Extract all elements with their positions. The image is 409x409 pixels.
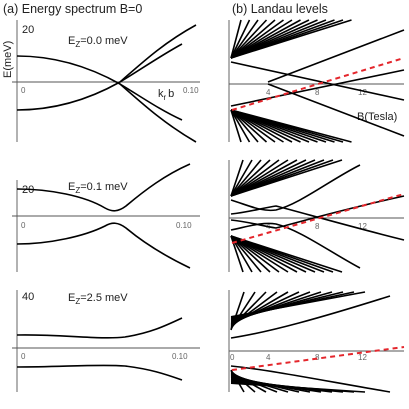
landau-level-up-3 (230, 19, 268, 59)
k-tick-0-panel-2: 0 (21, 221, 26, 230)
k-tick-0-panel-1: 0 (21, 86, 26, 95)
landau-level-up-3 (230, 159, 271, 197)
landau-level-up-1 (230, 159, 253, 197)
ez-label-3: EZ=2.5 meV (68, 292, 128, 306)
upper-band-1 (16, 55, 183, 121)
landau-level-down-1 (230, 109, 251, 143)
ez-label-1: EZ=0.0 meV (68, 35, 128, 49)
upper-edge-level (230, 295, 391, 339)
dashed-level-1 (231, 57, 405, 111)
landau-level-up-1 (230, 19, 251, 59)
b-tick-4-panel-3: 4 (266, 353, 271, 362)
k-tick-max-panel-3: 0.10 (172, 352, 188, 361)
b-tick-0-panel-3: 0 (230, 353, 235, 362)
lower-band-2 (16, 222, 191, 269)
lower-band-1 (16, 43, 183, 111)
landau-panel-2: 4 8 12 (228, 159, 405, 273)
landau-level-down-4 (230, 235, 280, 273)
landau-level-down-11 (230, 382, 366, 393)
landau-level-down-3 (230, 235, 271, 273)
k-axis-label: kr b (158, 88, 174, 102)
outer-lower-1 (119, 83, 197, 143)
anticrossing-upper-b (230, 205, 405, 241)
b-tick-12-panel-3: 12 (358, 353, 367, 362)
landau-level-down-11 (230, 235, 343, 273)
landau-panel-3: 0 4 8 12 (228, 290, 405, 393)
landau-level-up-11 (230, 291, 366, 318)
k-tick-0-panel-3: 0 (21, 352, 26, 361)
landau-level-up-4 (230, 19, 276, 59)
landau-level-up-2 (230, 159, 262, 197)
k-tick-max-panel-1: 0.10 (183, 86, 199, 95)
b-tick-8-panel-3: 8 (315, 353, 320, 362)
landau-level-down-3 (230, 109, 268, 143)
upper-band-2 (16, 163, 191, 212)
b-tick-12-panel-1: 12 (358, 88, 367, 97)
energy-axis-label: E(meV) (2, 41, 14, 78)
k-tick-max-panel-2: 0.10 (176, 221, 192, 230)
upper-band-3 (16, 317, 183, 339)
spectrum-panel-2: 20 EZ=0.1 meV 0 0.10 (12, 163, 200, 272)
landau-level-up-0 (230, 159, 244, 197)
left-panel-title: (a) Energy spectrum B=0 (3, 2, 142, 16)
ez-label-2: EZ=0.1 meV (68, 181, 128, 195)
b-axis-label: B(Tesla) (357, 111, 397, 123)
landau-level-up-4 (230, 159, 280, 197)
landau-level-up-11 (230, 159, 343, 197)
b-tick-8-panel-2: 8 (315, 222, 320, 231)
spectrum-panel-3: 40 EZ=2.5 meV 0 0.10 (12, 290, 200, 392)
landau-level-up-2 (230, 19, 259, 59)
dashed-level-2 (231, 193, 405, 244)
b-tick-12-panel-2: 12 (358, 222, 367, 231)
anticrossing-lower-a (230, 222, 361, 269)
landau-level-up-0 (230, 19, 242, 59)
landau-level-up-13 (230, 19, 352, 59)
crossing-level-a (230, 61, 405, 101)
landau-panel-1: 4 8 12 B(Tesla) (228, 19, 405, 143)
spectrum-panel-1: E(meV) 20 EZ=0.0 meV 0 0.10 kr b (2, 20, 200, 143)
y-max-label-1: 20 (22, 24, 34, 36)
falling-level (267, 83, 405, 137)
y-max-label-3: 40 (22, 291, 34, 303)
dashed-level-3 (231, 346, 405, 371)
lower-band-3 (16, 364, 183, 381)
b-tick-8-panel-1: 8 (315, 88, 320, 97)
landau-level-down-2 (230, 109, 259, 143)
outer-upper-1 (119, 24, 197, 83)
landau-level-down-13 (230, 109, 352, 143)
anticrossing-lower-b (230, 195, 405, 229)
right-panel-title: (b) Landau levels (232, 2, 328, 16)
anticrossing-upper-a (230, 164, 361, 212)
b-tick-4-panel-1: 4 (266, 88, 271, 97)
crossing-level-b (230, 69, 405, 107)
rising-level (267, 29, 405, 83)
landau-level-down-0 (230, 109, 242, 143)
